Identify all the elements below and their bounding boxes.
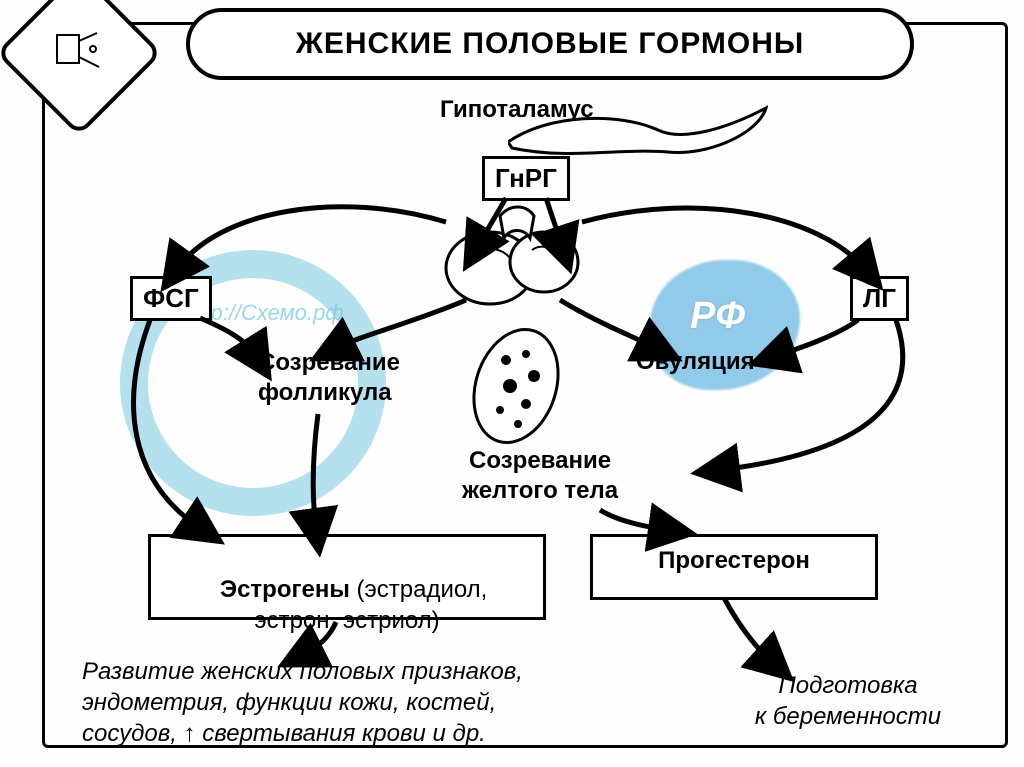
lh-box: ЛГ — [850, 276, 909, 321]
follicle-label: Созревание фолликула — [258, 348, 400, 408]
gnrh-box: ГнРГ — [482, 156, 570, 201]
ovulation-label: Овуляция — [636, 348, 755, 376]
progesterone-box: Прогестерон — [590, 534, 878, 600]
corner-diamond-icon — [42, 16, 116, 90]
estrogens-box: Эстрогены (эстрадиол, эстрон, эстриол) — [148, 534, 546, 620]
ovary-icon — [468, 320, 563, 450]
corpus-label: Созревание желтого тела — [462, 446, 618, 506]
outcome-right: Подготовка к беременности — [718, 670, 978, 732]
pituitary-icon — [440, 198, 590, 308]
watermark-rf: РФ — [690, 295, 745, 338]
hypothalamus-shape — [508, 104, 768, 164]
title-text: ЖЕНСКИЕ ПОЛОВЫЕ ГОРМОНЫ — [296, 27, 805, 61]
fsh-box: ФСГ — [130, 276, 212, 321]
outcome-left: Развитие женских половых признаков, эндо… — [82, 656, 642, 750]
title-pill: ЖЕНСКИЕ ПОЛОВЫЕ ГОРМОНЫ — [186, 8, 914, 80]
estrogens-bold: Эстрогены — [220, 576, 350, 603]
